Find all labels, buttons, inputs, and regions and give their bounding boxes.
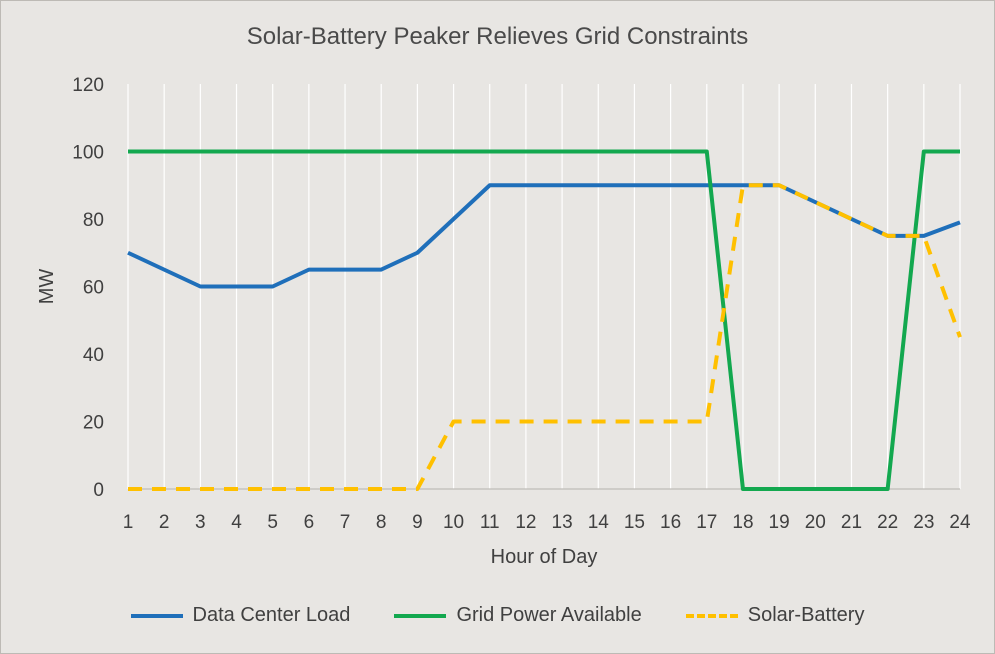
x-tick-label: 13 [552,512,573,533]
x-tick-label: 18 [732,512,753,533]
y-tick-labels: 0 20 40 60 80 100 120 [72,75,104,501]
legend-item-grid-power-available: Grid Power Available [394,604,642,627]
x-tick-label: 21 [841,512,862,533]
y-tick-label: 40 [83,345,104,366]
y-tick-label: 120 [72,75,104,96]
x-tick-label: 15 [624,512,645,533]
legend-swatch-solar-battery [685,613,738,618]
legend-label-solar-battery: Solar-Battery [747,604,865,626]
x-tick-label: 17 [696,512,717,533]
x-tick-label: 24 [949,512,971,533]
x-tick-label: 1 [123,512,134,533]
x-tick-label: 12 [515,512,536,533]
legend-item-data-center-load: Data Center Load [130,604,351,627]
series-line-grid-power-available [128,149,960,491]
x-tick-label: 2 [159,512,170,533]
x-tick-labels: 1 2 3 4 5 6 7 8 9 10 11 12 13 14 15 16 17 18 19 20 21 22 23 24 [123,512,971,533]
chart-title: Solar-Battery Peaker Relieves Grid Const… [246,23,749,50]
x-tick-label: 20 [805,512,826,533]
y-tick-label: 20 [83,413,104,434]
x-tick-label: 5 [267,512,278,533]
x-tick-label: 3 [195,512,206,533]
x-tick-label: 19 [769,512,790,533]
x-tick-label: 6 [304,512,315,533]
series-lines [127,149,962,491]
legend-swatch-data-center-load [130,613,183,618]
x-tick-label: 16 [660,512,681,533]
x-tick-label: 11 [480,512,500,533]
x-tick-label: 4 [231,512,242,533]
y-tick-label: 60 [83,278,104,299]
y-axis-label: MW [36,269,58,305]
x-tick-label: 10 [443,512,464,533]
x-tick-label: 22 [877,512,898,533]
legend-swatch-grid-power-available [394,613,447,618]
y-tick-label: 80 [83,210,104,231]
x-tick-label: 23 [913,512,934,533]
y-tick-label: 100 [72,143,104,164]
legend: Data Center Load Grid Power Available So… [1,604,994,627]
legend-label-data-center-load: Data Center Load [192,604,351,626]
x-axis-label: Hour of Day [491,546,598,568]
x-tick-label: 8 [376,512,387,533]
x-tick-label: 7 [340,512,351,533]
series-line-solar-battery [128,183,962,491]
legend-item-solar-battery: Solar-Battery [685,604,865,627]
legend-label-grid-power-available: Grid Power Available [456,604,642,626]
series-line-data-center-load [127,183,961,289]
x-tick-label: 9 [412,512,423,533]
x-tick-label: 14 [588,512,610,533]
y-tick-label: 0 [93,480,104,501]
